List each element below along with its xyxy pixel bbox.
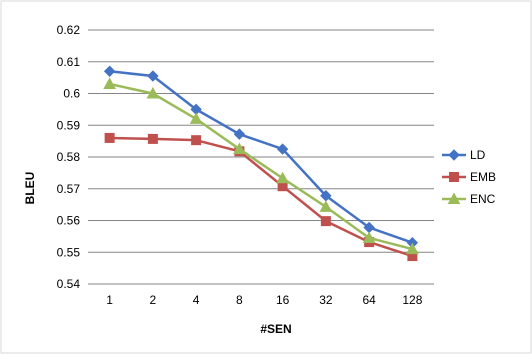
x-tick-label: 8: [236, 293, 243, 307]
x-tick-label: 16: [276, 293, 290, 307]
x-tick-label: 32: [319, 293, 333, 307]
x-tick-labels: 1 2 4 8 16 32 64 128: [106, 293, 422, 307]
y-tick-labels: 0.54 0.55 0.56 0.57 0.58 0.59 0.6 0.61 0.62: [57, 23, 81, 291]
data-point-emb: [320, 216, 331, 227]
data-point-ld: [103, 65, 116, 77]
data-point-emb: [191, 135, 202, 146]
y-tick-label: 0.55: [57, 245, 81, 259]
legend-label-ld: LD: [470, 148, 486, 162]
legend-item-enc: ENC: [442, 192, 496, 206]
series-line-emb: [109, 136, 413, 258]
x-tick-label: 1: [106, 293, 113, 307]
y-axis-title: BLEU: [23, 172, 37, 205]
data-point-enc: [189, 112, 203, 124]
legend-label-emb: EMB: [470, 170, 496, 184]
x-tick-label: 128: [402, 293, 422, 307]
y-tick-label: 0.6: [63, 87, 80, 101]
y-tick-label: 0.61: [57, 55, 81, 69]
legend-marker-enc: [447, 192, 461, 204]
legend: LD EMB ENC: [442, 148, 496, 206]
legend-marker-emb: [449, 172, 459, 182]
x-tick-label: 4: [193, 293, 200, 307]
legend-item-emb: EMB: [442, 170, 496, 184]
gridlines: [88, 29, 434, 253]
y-tick-label: 0.59: [57, 118, 81, 132]
x-tick-label: 64: [362, 293, 376, 307]
y-tick-label: 0.62: [57, 23, 81, 37]
legend-item-ld: LD: [442, 148, 486, 162]
data-point-enc: [406, 242, 419, 255]
data-point-ld: [147, 70, 159, 82]
y-tick-label: 0.57: [57, 182, 81, 196]
data-point-enc: [103, 77, 116, 89]
x-tick-label: 2: [150, 293, 157, 307]
series-group: [103, 65, 419, 262]
legend-marker-ld: [448, 149, 460, 161]
data-point-enc: [319, 200, 333, 212]
data-point-enc: [146, 86, 160, 99]
series-line-enc: [109, 82, 413, 251]
data-point-enc: [276, 171, 289, 184]
y-tick-label: 0.56: [57, 214, 81, 228]
legend-label-enc: ENC: [470, 192, 496, 206]
y-tick-label: 0.54: [57, 277, 81, 291]
data-point-emb: [147, 133, 158, 144]
data-point-emb: [104, 132, 115, 143]
x-axis-title: #SEN: [260, 322, 291, 336]
y-tick-label: 0.58: [57, 150, 81, 164]
data-point-enc: [362, 231, 376, 243]
data-point-ld: [276, 143, 289, 155]
series-enc: [103, 77, 419, 255]
data-point-enc: [233, 142, 246, 155]
series-line-ld: [109, 70, 413, 244]
data-point-ld: [233, 128, 246, 140]
